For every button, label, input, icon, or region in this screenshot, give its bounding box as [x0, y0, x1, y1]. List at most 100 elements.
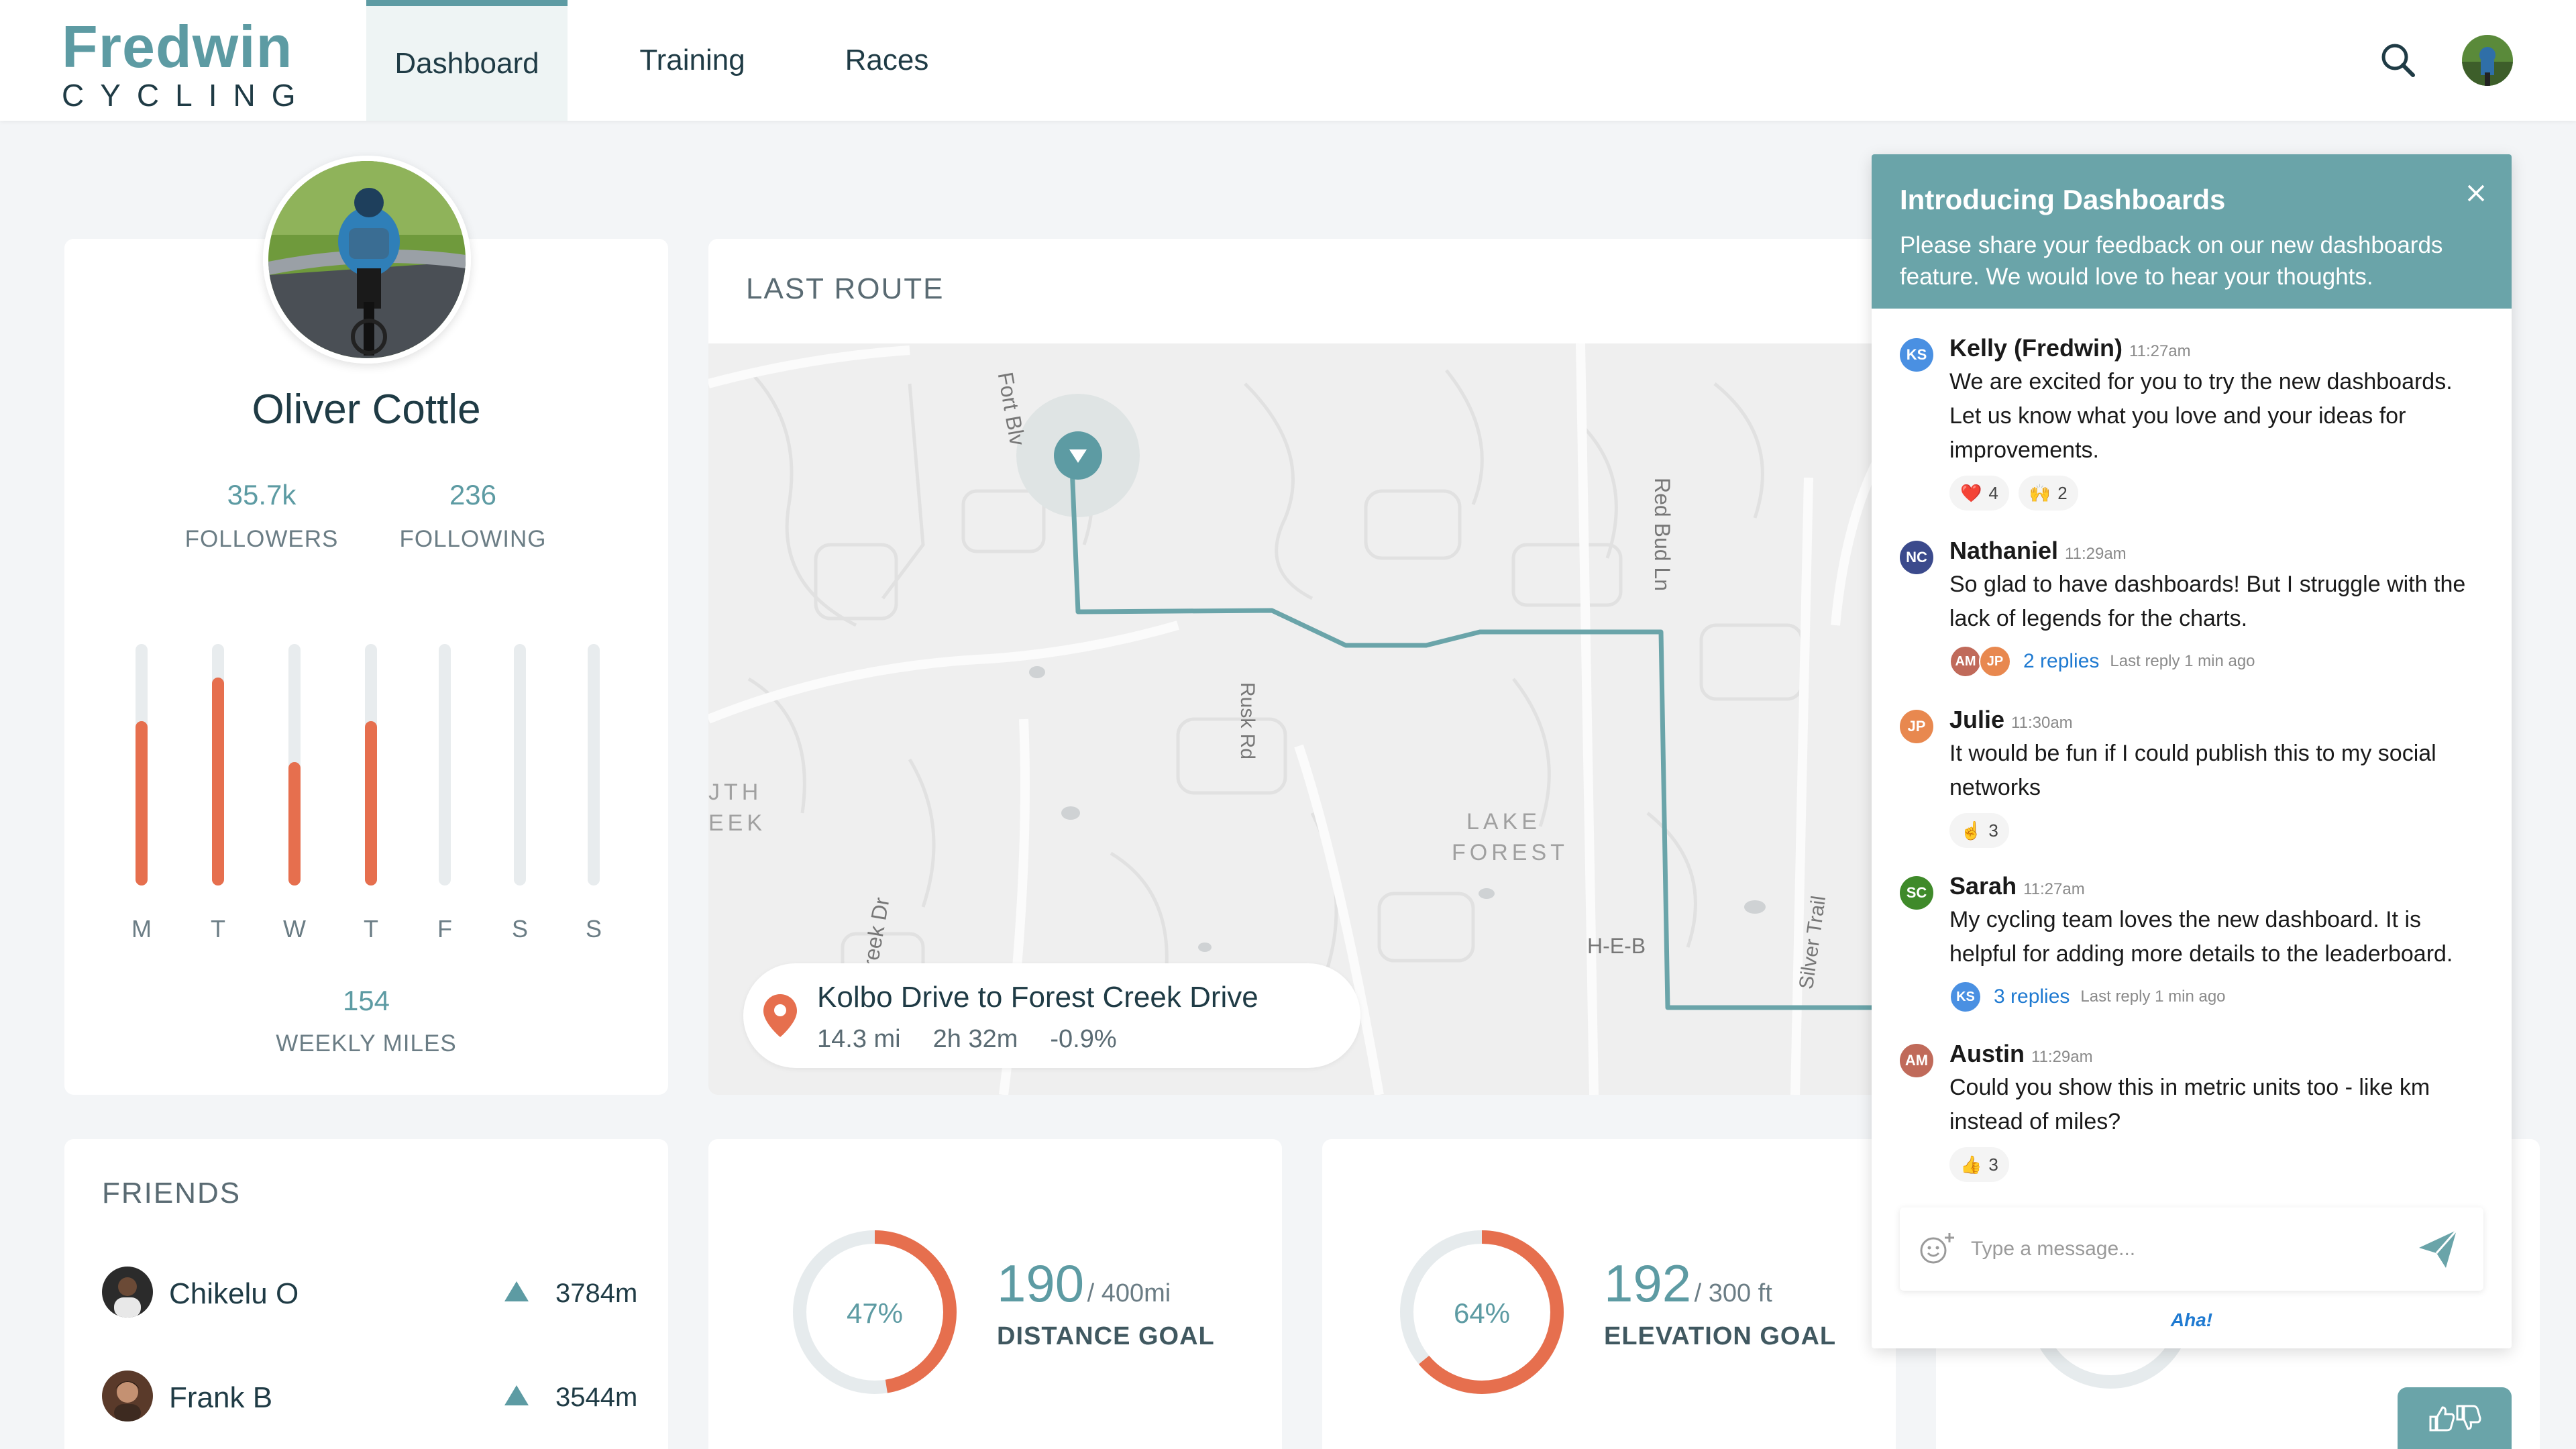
message-text: We are excited for you to try the new da…: [1949, 369, 2453, 463]
map-label-lake: LAKE: [1466, 809, 1541, 835]
message-author: Nathaniel: [1949, 537, 2059, 564]
brand-logo[interactable]: Fredwin CYCLING: [62, 17, 311, 113]
distance-goal-card[interactable]: 47% 190 / 400mi DISTANCE GOAL: [708, 1139, 1282, 1449]
weekly-miles-label: WEEKLY MILES: [276, 1030, 457, 1057]
message-time: 11:30am: [2011, 714, 2073, 732]
trend-up-icon: [504, 1385, 529, 1405]
route-name: Kolbo Drive to Forest Creek Drive: [817, 981, 1258, 1014]
message-author: Sarah: [1949, 872, 2017, 900]
message-input[interactable]: [1971, 1232, 2387, 1267]
message-author: Julie: [1949, 706, 2005, 733]
thread-replies[interactable]: KS 3 replies Last reply 1 min ago: [1949, 981, 2490, 1013]
friend-name: Chikelu O: [169, 1277, 299, 1310]
map-label-south-creek-2: EEK: [708, 810, 767, 836]
map-label-south-creek-1: JTH: [708, 780, 763, 805]
weekly-miles-value: 154: [342, 985, 390, 1016]
map-label-rusk-rd: Rusk Rd: [1236, 682, 1258, 760]
tab-training[interactable]: Training: [604, 0, 781, 121]
distance-goal-label: DISTANCE GOAL: [997, 1322, 1215, 1350]
elevation-goal-label: ELEVATION GOAL: [1604, 1322, 1837, 1350]
send-icon[interactable]: [2416, 1228, 2459, 1271]
message-time: 11:29am: [2031, 1048, 2093, 1066]
user-avatar[interactable]: [2462, 35, 2513, 86]
chat-message[interactable]: KS Kelly (Fredwin) 11:27am We are excited…: [1900, 334, 2490, 511]
thread-replies[interactable]: AM JP 2 replies Last reply 1 min ago: [1949, 645, 2490, 678]
bar-fill-wed: [288, 762, 301, 885]
reply-avatar: AM: [1949, 645, 1982, 678]
bar-track-mon: [136, 644, 148, 885]
reaction-heart[interactable]: ❤️ 4: [1949, 476, 2009, 511]
following-count: 236: [449, 479, 497, 511]
reaction-count: 3: [1988, 1154, 1998, 1175]
message-author: Austin: [1949, 1040, 2025, 1067]
followers-count: 35.7k: [227, 479, 297, 511]
following-label: FOLLOWING: [399, 526, 547, 552]
route-card-title: LAST ROUTE: [746, 272, 945, 305]
bar-fill-tue: [212, 678, 224, 885]
distance-goal-percent: 47%: [846, 1297, 904, 1329]
top-nav: Fredwin CYCLING Dashboard Training Races: [0, 0, 2576, 121]
message-avatar: JP: [1900, 710, 1933, 743]
replies-link[interactable]: 3 replies: [1994, 985, 2070, 1008]
message-text: My cycling team loves the new dashboard.…: [1949, 907, 2453, 967]
followers-stat[interactable]: 35.7k FOLLOWERS: [168, 479, 356, 553]
reaction-point-up[interactable]: ☝️ 3: [1949, 813, 2009, 848]
chat-header: Introducing Dashboards Please share your…: [1872, 154, 2512, 309]
bar-track-sun: [588, 644, 600, 885]
point-up-icon: ☝️: [1960, 820, 1982, 841]
replies-link[interactable]: 2 replies: [2023, 650, 2100, 672]
elevation-goal-arc: [1400, 1230, 1564, 1394]
distance-goal-target: / 400mi: [1087, 1279, 1171, 1307]
chat-message[interactable]: AM Austin 11:29am Could you show this in …: [1900, 1040, 2490, 1182]
brand-name: Fredwin: [62, 13, 293, 80]
day-label: M: [131, 915, 152, 943]
message-time: 11:27am: [2129, 342, 2191, 360]
last-reply-time: Last reply 1 min ago: [2080, 987, 2226, 1006]
following-stat[interactable]: 236 FOLLOWING: [379, 479, 567, 553]
message-composer: [1900, 1208, 2483, 1291]
tab-races-label: Races: [845, 44, 929, 76]
elevation-goal-card[interactable]: 64% 192 / 300 ft ELEVATION GOAL: [1322, 1139, 1896, 1449]
reaction-thumbs-up[interactable]: 👍 3: [1949, 1147, 2009, 1182]
chat-message[interactable]: NC Nathaniel 11:29am So glad to have dash…: [1900, 537, 2490, 678]
route-meta: 14.3 mi 2h 32m -0.9%: [817, 1025, 1117, 1054]
day-label: S: [585, 915, 602, 943]
tab-training-label: Training: [639, 44, 745, 76]
bar-track-thu: [365, 644, 377, 885]
friends-card: FRIENDS Chikelu O 3784m Frank B 3544m: [64, 1139, 668, 1449]
location-pin-icon: [763, 994, 797, 1040]
friend-avatar: [102, 1371, 153, 1421]
feedback-button[interactable]: [2398, 1387, 2512, 1449]
add-emoji-icon[interactable]: [1919, 1232, 1956, 1267]
message-avatar: NC: [1900, 541, 1933, 574]
route-grade: -0.9%: [1050, 1025, 1117, 1053]
thumbs-up-icon: 👍: [1960, 1154, 1982, 1175]
bar-fill-mon: [136, 721, 148, 885]
brand-sub: CYCLING: [62, 78, 312, 113]
map-label-heb: H-E-B: [1587, 934, 1646, 958]
close-icon[interactable]: [2466, 174, 2486, 211]
elevation-goal-text: 192 / 300 ft ELEVATION GOAL: [1604, 1253, 1836, 1351]
day-label: F: [437, 915, 452, 943]
tab-races[interactable]: Races: [798, 0, 975, 121]
route-summary[interactable]: Kolbo Drive to Forest Creek Drive 14.3 m…: [743, 963, 1360, 1068]
weekly-activity-chart: M T W T F S S: [127, 644, 610, 943]
reaction-raised-hands[interactable]: 🙌 2: [2018, 476, 2078, 511]
message-time: 11:29am: [2065, 545, 2127, 563]
chat-description: Please share your feedback on our new da…: [1900, 232, 2443, 290]
chat-message[interactable]: JP Julie 11:30am It would be fun if I cou…: [1900, 706, 2490, 848]
friend-row[interactable]: Frank B 3544m: [102, 1371, 639, 1424]
day-label: W: [283, 915, 306, 943]
followers-label: FOLLOWERS: [184, 526, 339, 552]
search-icon[interactable]: [2378, 40, 2418, 80]
message-avatar: KS: [1900, 338, 1933, 372]
friend-row[interactable]: Chikelu O 3784m: [102, 1267, 639, 1320]
profile-name: Oliver Cottle: [252, 386, 481, 433]
aha-branding[interactable]: Aha!: [2170, 1309, 2213, 1330]
chat-message[interactable]: SC Sarah 11:27am My cycling team loves th…: [1900, 872, 2490, 1013]
raised-hands-icon: 🙌: [2029, 482, 2051, 503]
day-label: T: [211, 915, 225, 943]
bar-track-sat: [514, 644, 526, 885]
message-avatar: AM: [1900, 1044, 1933, 1077]
tab-dashboard[interactable]: Dashboard: [366, 0, 568, 121]
